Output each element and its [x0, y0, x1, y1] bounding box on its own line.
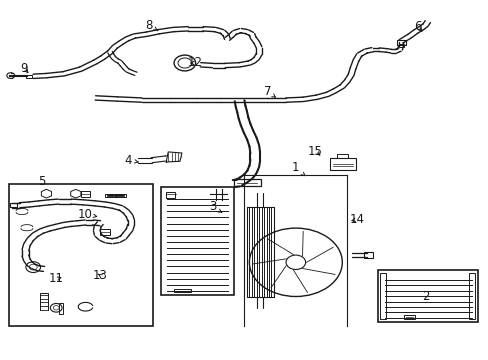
Bar	[26, 75, 32, 78]
Bar	[161, 187, 233, 295]
Bar	[337, 154, 347, 158]
Text: 12: 12	[188, 57, 203, 69]
Bar	[329, 158, 355, 170]
Text: 11: 11	[49, 273, 63, 285]
Text: 1: 1	[291, 161, 304, 176]
Bar	[105, 194, 116, 197]
Bar	[59, 303, 62, 314]
Text: 10: 10	[78, 208, 97, 221]
Text: 2: 2	[421, 291, 428, 303]
Bar	[9, 184, 153, 326]
Text: 9: 9	[20, 62, 28, 75]
Text: 8: 8	[145, 19, 158, 32]
Polygon shape	[166, 152, 182, 162]
Bar	[246, 207, 273, 297]
Bar	[100, 229, 110, 235]
Bar	[166, 192, 175, 198]
Text: 5: 5	[38, 175, 45, 188]
Bar	[404, 315, 414, 319]
Text: 4: 4	[124, 154, 138, 167]
Bar	[379, 273, 385, 319]
Bar	[10, 203, 17, 207]
Text: 13: 13	[93, 269, 107, 282]
Bar	[364, 252, 372, 258]
Bar	[468, 273, 474, 319]
Bar	[115, 194, 125, 197]
Bar	[233, 179, 260, 186]
Bar	[106, 194, 114, 196]
Bar	[377, 270, 477, 322]
Text: 14: 14	[349, 213, 364, 226]
Bar	[81, 191, 90, 197]
Bar	[396, 40, 405, 45]
Bar	[173, 289, 190, 292]
Text: 3: 3	[208, 201, 222, 213]
Bar	[398, 44, 404, 47]
Bar	[116, 194, 123, 196]
Text: 6: 6	[413, 21, 421, 33]
Text: 15: 15	[307, 145, 322, 158]
Text: 7: 7	[264, 85, 275, 98]
